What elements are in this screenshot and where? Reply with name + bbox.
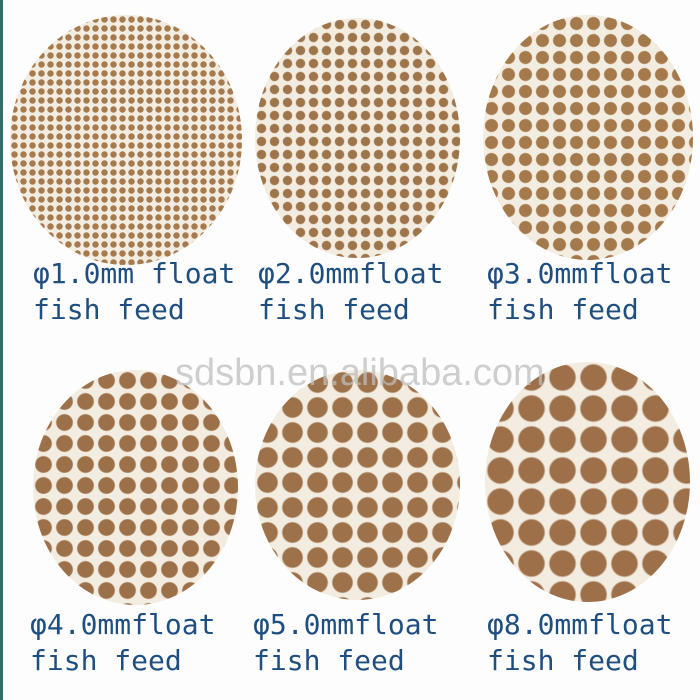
label-5mm: φ5.0mmfloat fish feed (253, 607, 438, 679)
label-4mm: φ4.0mmfloat fish feed (30, 607, 215, 679)
feed-sample-3mm (483, 15, 693, 260)
label-line2: fish feed (258, 293, 410, 326)
watermark: sdsbn.en.alibaba.com (175, 352, 545, 394)
label-line1: φ8.0mmfloat (487, 608, 673, 641)
label-2mm: φ2.0mmfloat fish feed (258, 256, 443, 328)
label-3mm: φ3.0mmfloat fish feed (487, 256, 672, 328)
label-line2: fish feed (487, 293, 639, 326)
label-line2: fish feed (30, 644, 182, 677)
label-line2: fish feed (487, 644, 639, 677)
feed-sample-5mm (255, 370, 460, 600)
label-line2: fish feed (33, 293, 185, 326)
label-line1: φ5.0mmfloat (253, 608, 439, 641)
left-border (0, 0, 3, 700)
label-line1: φ3.0mmfloat (487, 257, 673, 290)
feed-sample-8mm (485, 362, 690, 602)
label-line1: φ4.0mmfloat (30, 608, 216, 641)
feed-sample-2mm (255, 18, 460, 258)
label-line1: φ2.0mmfloat (258, 257, 444, 290)
label-line1: φ1.0mm float (33, 257, 236, 290)
label-8mm: φ8.0mmfloat fish feed (487, 607, 672, 679)
feed-sample-1mm (10, 15, 242, 265)
feed-sample-4mm (33, 370, 238, 605)
label-line2: fish feed (253, 644, 405, 677)
label-1mm: φ1.0mm float fish feed (33, 256, 235, 328)
